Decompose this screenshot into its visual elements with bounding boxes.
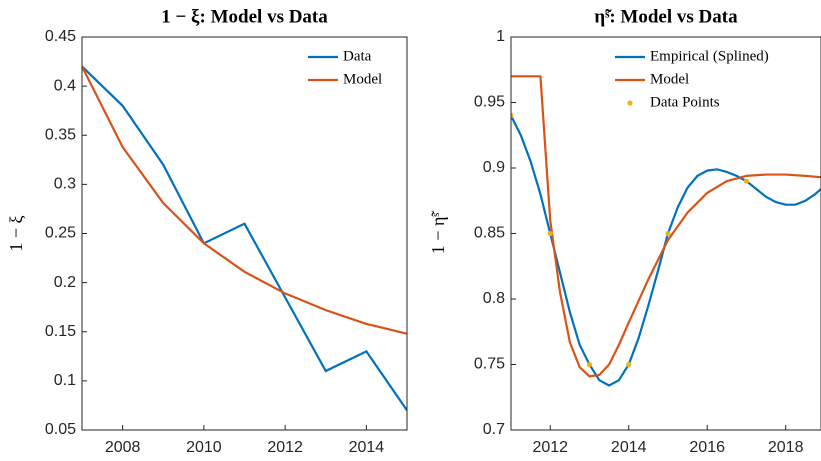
series-line [511,75,821,378]
y-tick-label: 0.1 [54,372,76,389]
data-point [511,113,514,119]
y-axis-label: 1 − ξ [6,215,26,251]
legend-box [612,38,820,117]
legend-swatch [627,100,633,106]
y-tick-label: 0.4 [54,77,76,94]
y-tick-label: 0.8 [483,290,505,307]
axes-box [81,36,408,431]
legend-label: Empirical (Splined) [650,48,769,64]
x-tick-label: 2018 [768,439,804,456]
y-tick-label: 0.05 [45,421,76,438]
y-tick-label: 0.25 [45,225,76,242]
y-tick-label: 1 [496,28,505,45]
series-line [511,115,821,387]
legend-label: Data Points [650,94,720,110]
y-tick-label: 0.45 [45,28,76,45]
y-tick-label: 0.95 [474,94,505,111]
x-tick-label: 2014 [349,439,385,456]
y-tick-label: 0.3 [54,176,76,193]
x-tick-label: 2010 [186,439,222,456]
data-point [547,230,553,237]
y-tick-label: 0.85 [474,225,505,242]
legend-box [305,38,406,94]
data-point [586,361,593,368]
legend-label: Data [343,48,372,64]
chart-title: 1 − ξ: Model vs Data [161,6,328,27]
x-tick-label: 2016 [689,439,725,456]
legend-label: Model [650,71,689,87]
y-tick-label: 0.35 [45,126,76,143]
y-tick-label: 0.75 [474,356,505,373]
series-line [82,65,407,335]
data-point [665,230,671,237]
series-line [82,65,407,411]
x-tick-label: 2014 [611,439,647,456]
data-point [743,178,750,184]
axes-box [510,36,821,431]
plot-area [82,65,407,411]
chart-title: η̃ˢ: Model vs Data [594,6,738,27]
data-point [626,361,632,368]
legend-label: Model [343,71,382,87]
y-tick-label: 0.7 [483,421,505,438]
x-tick-label: 2008 [105,439,141,456]
y-tick-label: 0.9 [483,159,505,176]
plot-area [511,75,821,387]
x-tick-label: 2012 [532,439,568,456]
y-tick-label: 0.2 [54,274,76,291]
y-axis-label: 1 − η̃ˢ [428,211,448,255]
y-tick-label: 0.15 [45,323,76,340]
x-tick-label: 2012 [267,439,303,456]
